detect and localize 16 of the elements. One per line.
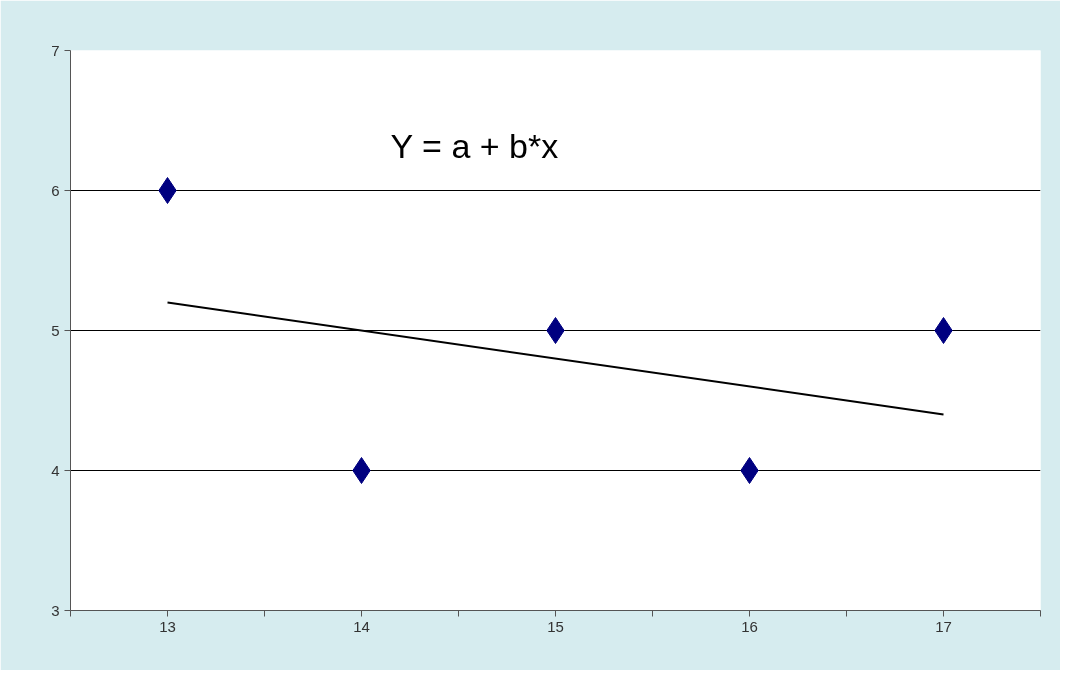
x-tick-label: 14 <box>353 617 370 635</box>
point <box>158 177 177 204</box>
y-tick-label: 5 <box>51 321 60 339</box>
y-tick-label: 6 <box>51 181 60 199</box>
y-tick-label: 3 <box>51 601 60 619</box>
point <box>546 317 565 344</box>
y-tick-label: 7 <box>51 41 60 59</box>
x-tick-label: 13 <box>159 617 176 635</box>
point <box>352 457 371 484</box>
annotation: Y = a + b*x <box>390 127 559 166</box>
x-tick-label: 15 <box>547 617 564 635</box>
point <box>740 457 759 484</box>
y-tick-label: 4 <box>51 461 60 479</box>
x-tick-label: 16 <box>741 617 758 635</box>
x-tick-label: 17 <box>935 617 952 635</box>
point <box>934 317 953 344</box>
